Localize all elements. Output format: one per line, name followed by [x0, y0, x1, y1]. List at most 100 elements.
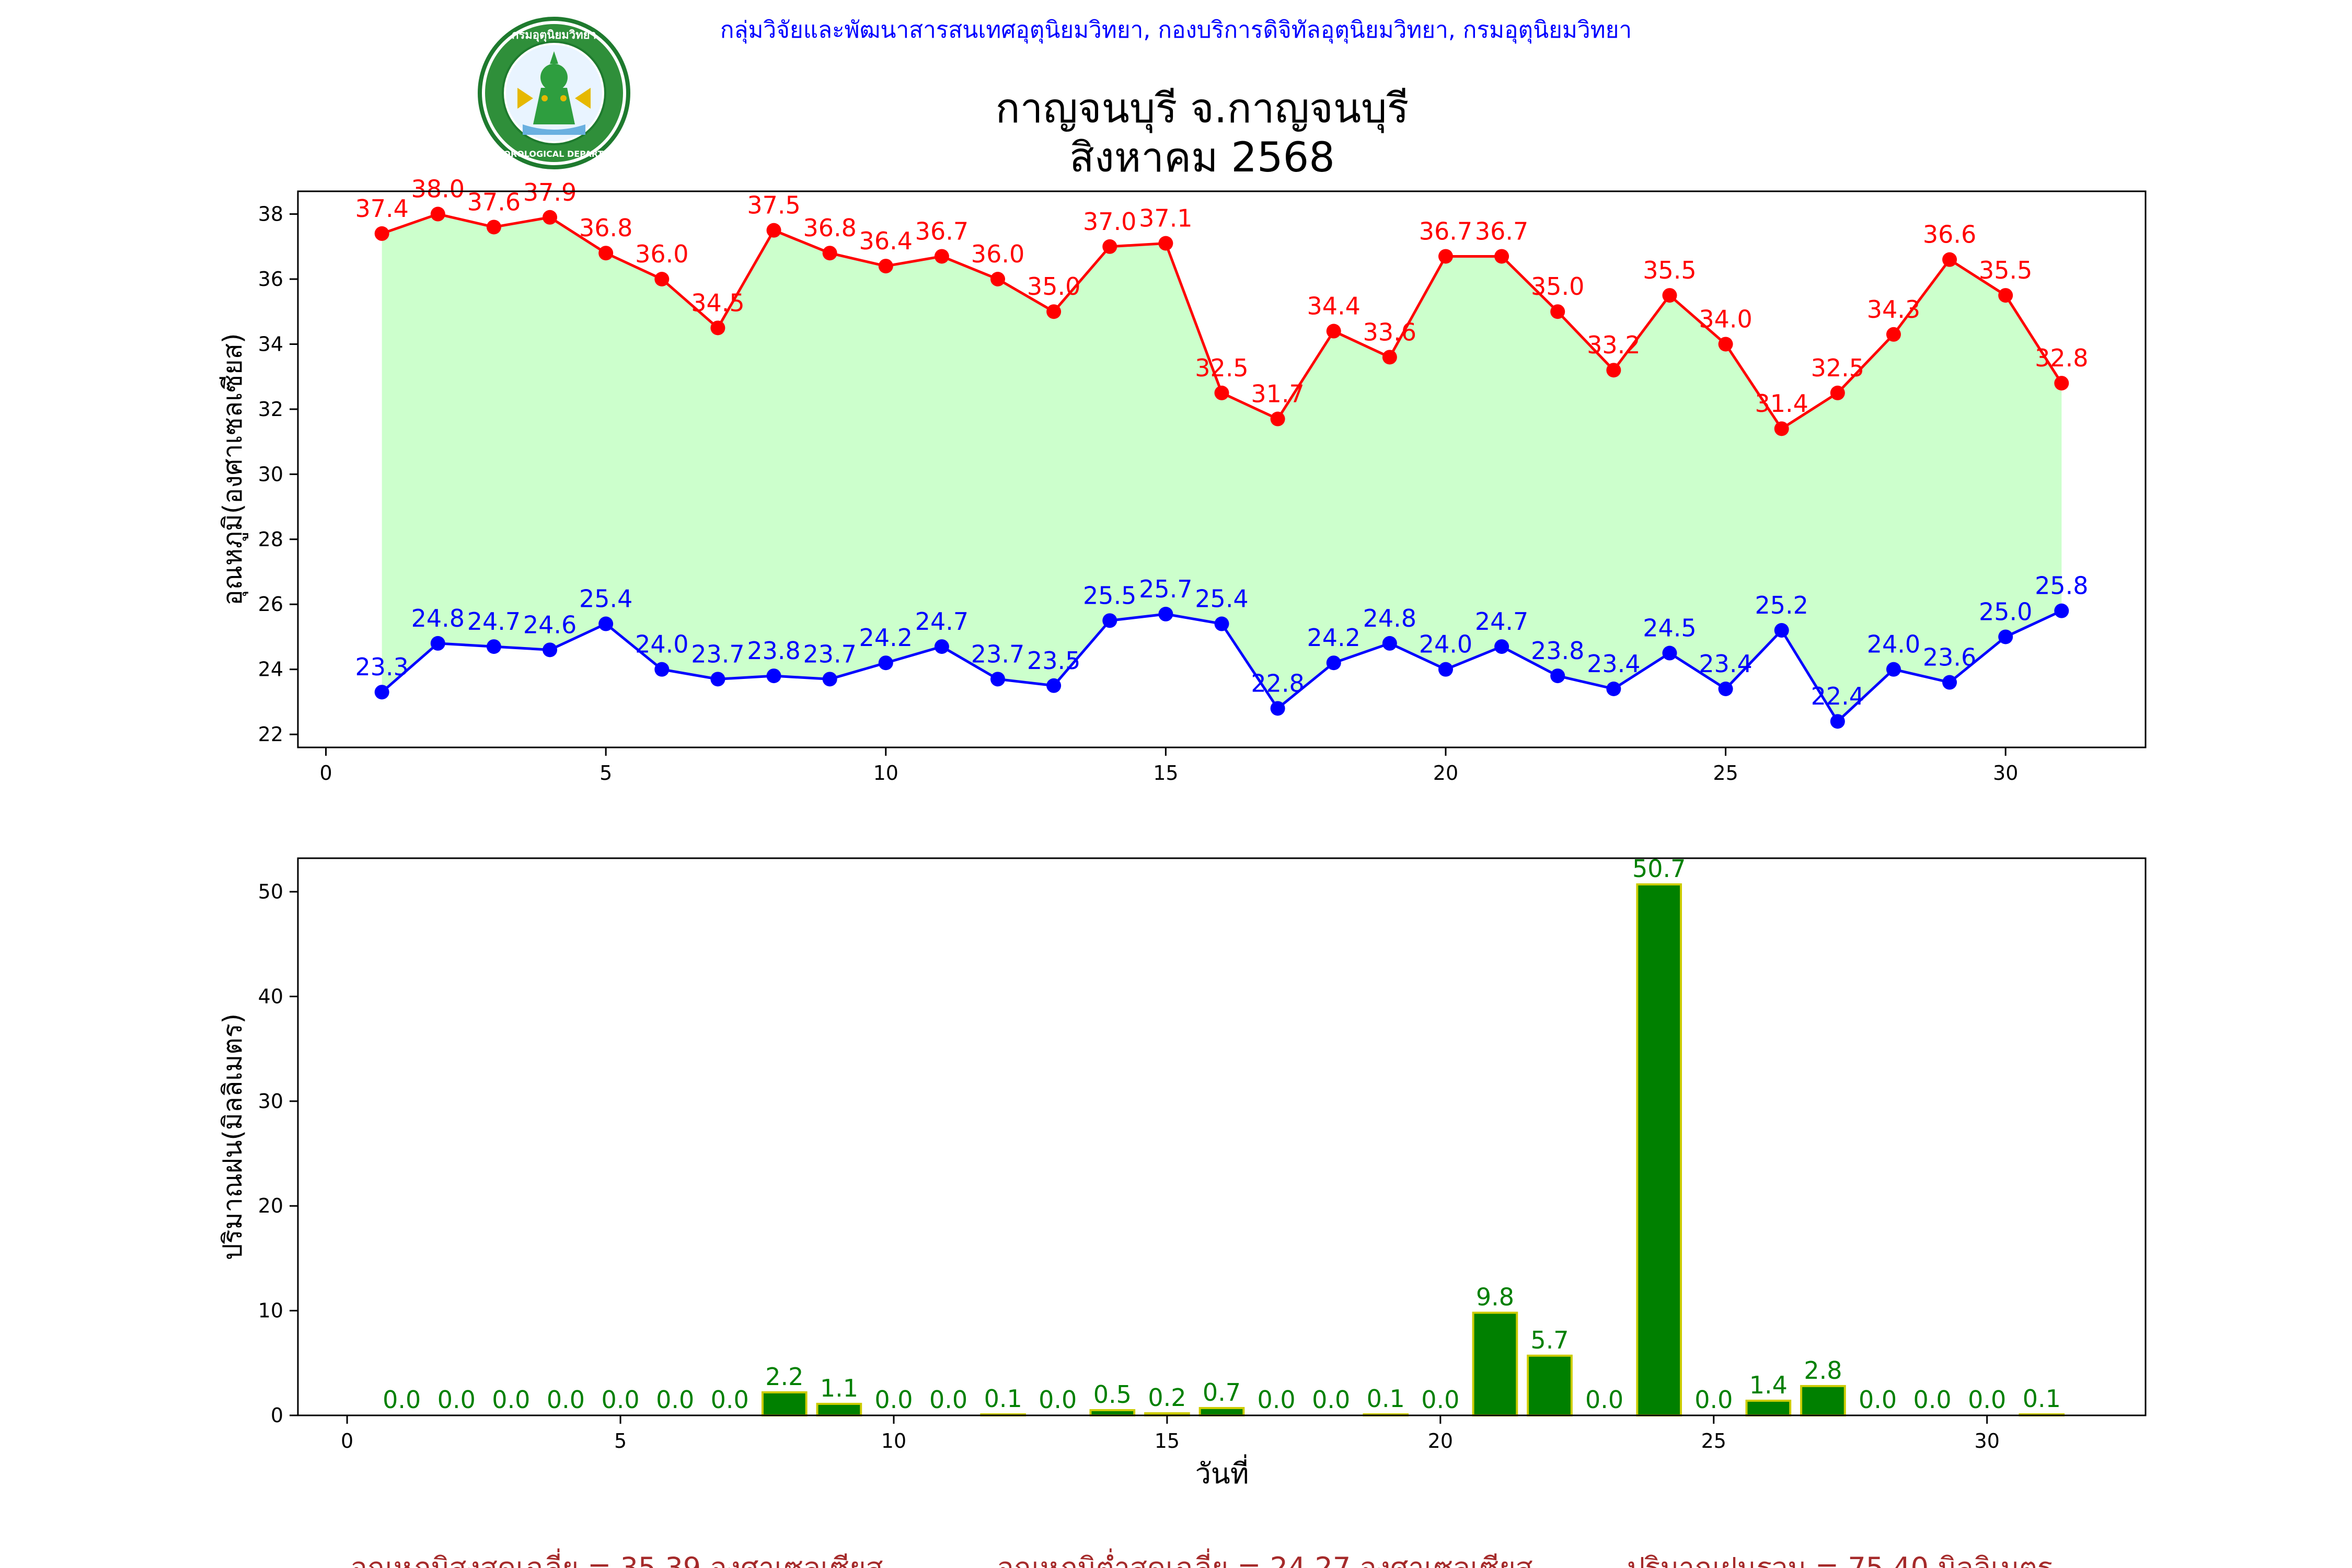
temperature-y-label: อุณหภูมิ(องศาเซลเซียส) — [217, 333, 248, 605]
min-temperature-point — [1158, 606, 1173, 621]
min-temperature-label: 25.0 — [1979, 597, 2032, 626]
rainfall-bar — [761, 1391, 808, 1416]
max-temperature-label: 37.9 — [523, 178, 577, 206]
rainfall-bar — [1800, 1385, 1846, 1417]
logo-text-top: กรมอุตุนิยมวิทยา — [512, 29, 596, 42]
rainfall-label: 0.0 — [1694, 1386, 1733, 1414]
logo-text-bottom: METEOROLOGICAL DEPARTMENT — [478, 149, 630, 159]
rainfall-x-label: วันที่ — [1195, 1454, 1249, 1490]
x-tick-label: 20 — [1433, 762, 1458, 785]
summary-avg-max: อุณหภูมิสูงสุดเฉลี่ย = 35.39 องศาเซลเซีย… — [350, 1548, 883, 1568]
min-temperature-label: 22.4 — [1811, 682, 1864, 710]
min-temperature-label: 23.5 — [1027, 647, 1080, 675]
min-temperature-point — [990, 672, 1006, 687]
x-tick-label: 25 — [1713, 762, 1738, 785]
max-temperature-label: 33.6 — [1363, 318, 1416, 346]
y-tick-label: 30 — [258, 463, 283, 486]
max-temperature-label: 31.7 — [1251, 380, 1304, 408]
min-temperature-point — [1942, 675, 1957, 690]
min-temperature-point — [1886, 662, 1901, 677]
max-temperature-label: 34.4 — [1307, 292, 1361, 320]
chart-title-line1: กาญจนบุรี จ.กาญจนบุรี — [995, 85, 1409, 133]
rainfall-label: 0.7 — [1203, 1378, 1241, 1406]
rainfall-label: 9.8 — [1476, 1283, 1514, 1311]
min-temperature-point — [710, 672, 725, 687]
max-temperature-point — [1550, 304, 1565, 319]
rainfall-label: 0.0 — [1258, 1386, 1296, 1414]
max-temperature-label: 32.8 — [2035, 344, 2088, 372]
min-temperature-point — [1830, 714, 1845, 729]
min-temperature-point — [1998, 629, 2013, 644]
rainfall-label: 0.0 — [1421, 1386, 1459, 1414]
min-temperature-label: 24.6 — [523, 610, 577, 639]
min-temperature-point — [1438, 662, 1453, 677]
rainfall-label: 0.0 — [547, 1386, 585, 1414]
max-temperature-point — [1830, 385, 1845, 400]
max-temperature-point — [990, 272, 1006, 286]
rainfall-label: 0.2 — [1148, 1383, 1186, 1412]
max-temperature-label: 37.5 — [747, 191, 800, 220]
max-temperature-point — [822, 246, 837, 261]
y-tick-label: 38 — [258, 203, 283, 226]
min-temperature-point — [598, 616, 614, 631]
rainfall-label: 0.0 — [601, 1386, 639, 1414]
max-temperature-label: 36.7 — [1419, 217, 1472, 245]
min-temperature-label: 25.5 — [1083, 581, 1136, 609]
max-temperature-label: 32.5 — [1195, 354, 1248, 382]
rainfall-label: 0.0 — [1039, 1386, 1077, 1414]
max-temperature-label: 34.5 — [691, 289, 744, 317]
min-temperature-point — [1270, 701, 1285, 716]
min-temperature-label: 23.7 — [803, 640, 856, 668]
rainfall-label: 5.7 — [1530, 1326, 1569, 1354]
max-temperature-point — [878, 259, 893, 274]
y-tick-label: 50 — [258, 880, 283, 903]
max-temperature-point — [1270, 411, 1285, 426]
rainfall-label: 0.0 — [711, 1386, 749, 1414]
min-temperature-label: 23.7 — [971, 640, 1024, 668]
max-temperature-label: 37.4 — [355, 194, 408, 223]
min-temperature-point — [1382, 636, 1397, 651]
max-temperature-point — [1774, 421, 1789, 436]
rainfall-bar — [816, 1402, 862, 1417]
x-tick-label: 10 — [873, 762, 898, 785]
max-temperature-point — [543, 210, 558, 225]
x-tick-label: 15 — [1153, 762, 1178, 785]
y-tick-label: 28 — [258, 528, 283, 551]
min-temperature-label: 24.7 — [467, 607, 521, 636]
max-temperature-point — [1606, 363, 1621, 378]
max-temperature-label: 36.4 — [859, 227, 913, 255]
rainfall-label: 0.0 — [874, 1386, 913, 1414]
temperature-axes-frame — [297, 190, 2147, 748]
max-temperature-label: 35.5 — [1643, 256, 1696, 284]
min-temperature-point — [934, 639, 949, 654]
min-temperature-label: 23.3 — [355, 653, 408, 681]
rainfall-bar — [1636, 883, 1682, 1416]
y-tick-label: 0 — [271, 1404, 283, 1427]
max-temperature-label: 31.4 — [1755, 389, 1808, 418]
max-temperature-point — [1718, 337, 1733, 352]
max-temperature-point — [766, 223, 781, 238]
rainfall-label: 50.7 — [1632, 855, 1686, 883]
min-temperature-label: 24.8 — [411, 604, 465, 632]
min-temperature-label: 24.0 — [635, 630, 688, 659]
rainfall-label: 1.1 — [820, 1374, 858, 1402]
rainfall-label: 0.0 — [492, 1386, 530, 1414]
min-temperature-point — [1774, 623, 1789, 638]
max-temperature-point — [2054, 376, 2069, 391]
min-temperature-label: 23.8 — [747, 637, 800, 665]
y-tick-label: 26 — [258, 593, 283, 616]
min-temperature-label: 23.4 — [1699, 650, 1752, 678]
min-temperature-point — [1046, 678, 1062, 693]
max-temperature-label: 36.8 — [579, 214, 632, 242]
min-temperature-label: 24.5 — [1643, 614, 1696, 642]
y-tick-label: 36 — [258, 268, 283, 291]
rainfall-bar — [1472, 1311, 1518, 1417]
rainfall-label: 1.4 — [1749, 1371, 1788, 1399]
y-tick-label: 24 — [258, 658, 283, 681]
x-tick-label: 5 — [614, 1429, 627, 1452]
x-tick-label: 30 — [1975, 1429, 2000, 1452]
max-temperature-point — [430, 206, 445, 222]
max-temperature-point — [1494, 249, 1509, 264]
y-tick-label: 10 — [258, 1299, 283, 1322]
rainfall-bar — [1745, 1399, 1792, 1416]
